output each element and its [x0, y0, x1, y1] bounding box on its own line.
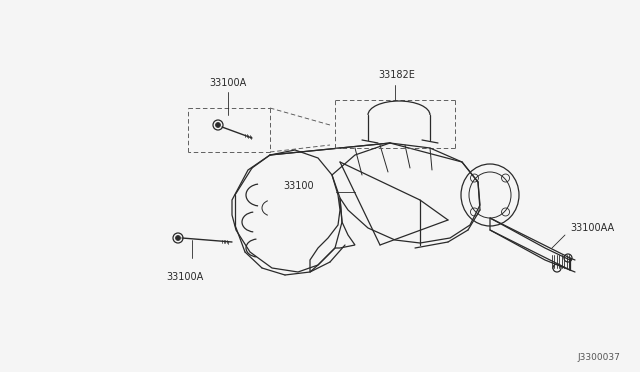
Text: 33100: 33100: [284, 181, 314, 191]
Text: 33100AA: 33100AA: [570, 223, 614, 233]
Text: 33182E: 33182E: [379, 70, 415, 80]
Circle shape: [216, 122, 221, 128]
Text: 33100A: 33100A: [209, 78, 246, 88]
Text: 33100A: 33100A: [166, 272, 204, 282]
Circle shape: [175, 235, 180, 241]
Text: J3300037: J3300037: [577, 353, 620, 362]
